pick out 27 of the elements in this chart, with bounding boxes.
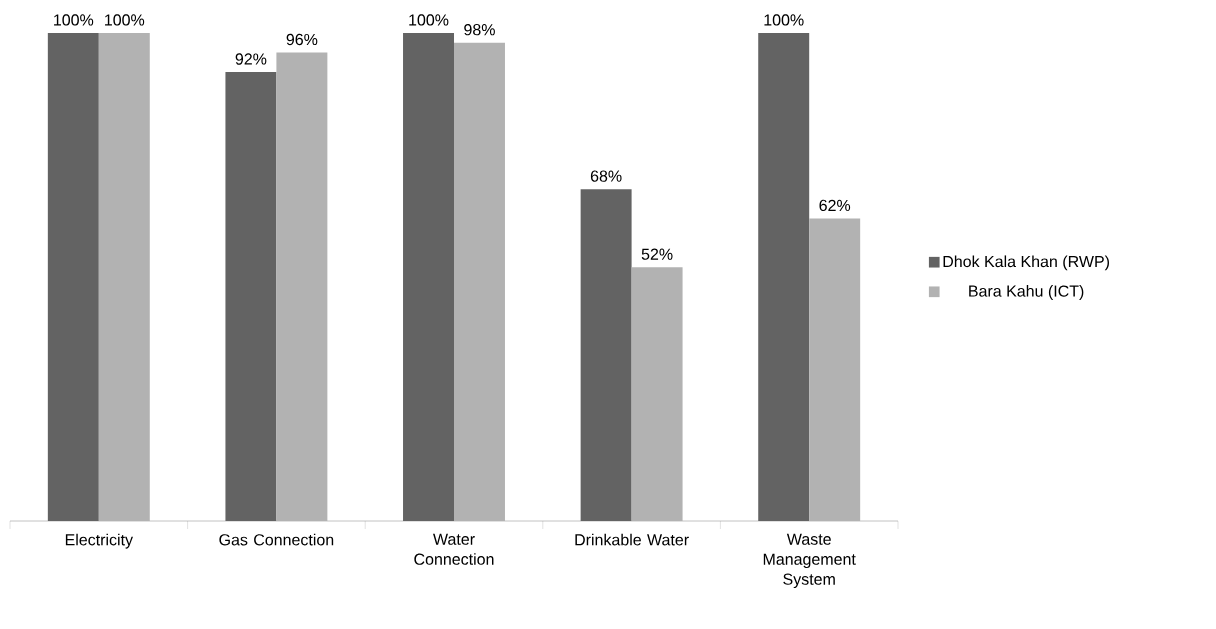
data-label: 100%: [54, 14, 94, 26]
legend-label: Dhok Kala Khan (RWP): [943, 255, 1109, 271]
bar: [631, 267, 683, 521]
bar: [225, 72, 277, 521]
data-label: 62%: [819, 199, 851, 212]
bar: [758, 33, 810, 521]
bar: [276, 52, 328, 521]
x-tick-label: Waste Management System: [763, 533, 856, 589]
data-label: 92%: [235, 53, 267, 65]
data-label: 68%: [590, 170, 622, 182]
legend-label: Bara Kahu (ICT): [969, 285, 1084, 300]
bar: [454, 42, 505, 521]
x-tick-label: Water Connection: [414, 533, 494, 565]
bar: [809, 218, 861, 521]
data-label: 100%: [764, 14, 804, 26]
data-label: 52%: [641, 248, 673, 260]
bar: [580, 189, 632, 521]
x-tick-label: Electricity: [65, 533, 133, 549]
bar: [47, 33, 99, 521]
bar: [98, 33, 150, 521]
data-label: 100%: [105, 14, 145, 26]
bar: [403, 33, 455, 521]
data-label: 98%: [464, 24, 495, 36]
data-label: 100%: [409, 14, 449, 26]
x-tick-label: Gas Connection: [219, 533, 334, 546]
data-label: 96%: [286, 33, 318, 46]
x-tick-label: Drinkable Water: [575, 533, 689, 546]
